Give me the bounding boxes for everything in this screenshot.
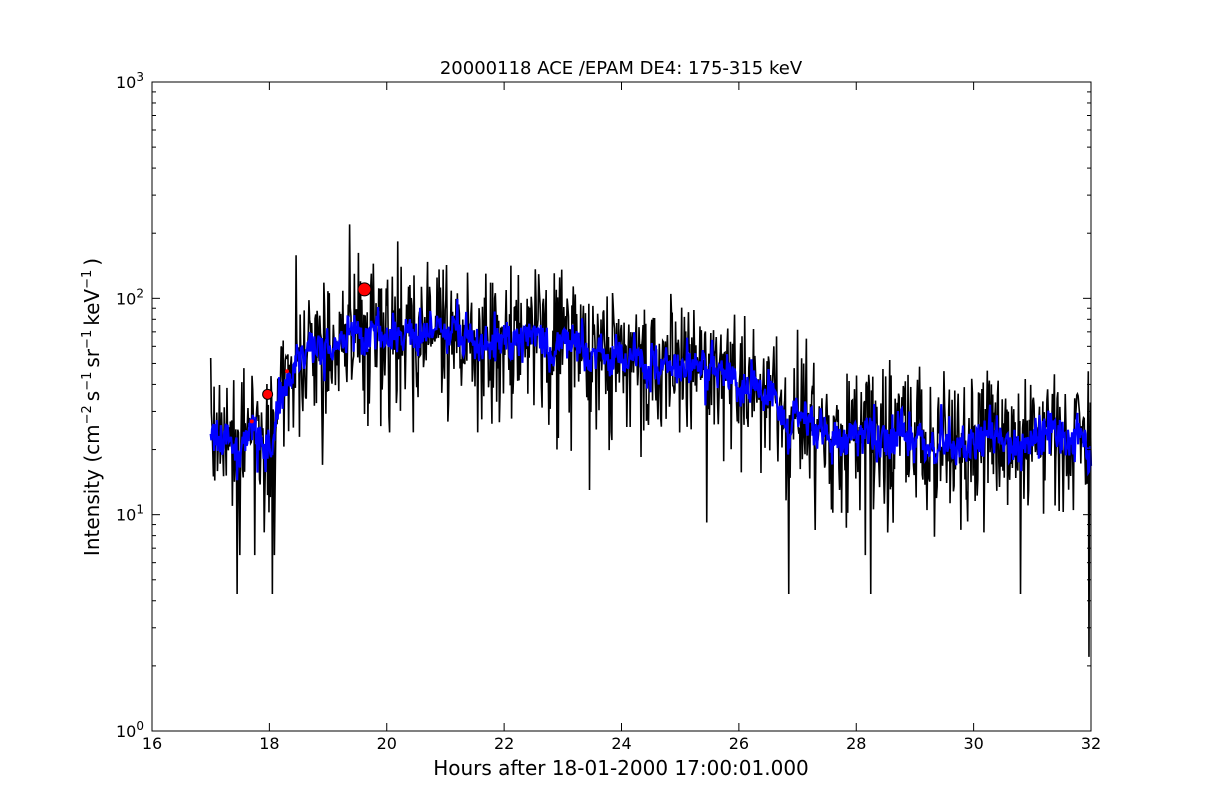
y-axis-title-s: s xyxy=(80,391,104,401)
series-layer xyxy=(209,224,1093,657)
x-tick-label: 28 xyxy=(846,734,866,753)
y-axis-title-exp1: −2 xyxy=(80,405,95,424)
y-tick-exp: 2 xyxy=(136,286,144,300)
x-tick-label: 32 xyxy=(1081,734,1101,753)
x-axis-title: Hours after 18-01-2000 17:00:01.000 xyxy=(433,756,809,780)
y-tick-label: 102 xyxy=(116,286,144,308)
y-tick-label: 101 xyxy=(116,503,144,525)
y-tick-base: 10 xyxy=(116,506,136,525)
peak-marker-4 xyxy=(249,419,254,424)
chart-title: 20000118 ACE /EPAM DE4: 175-315 keV xyxy=(440,58,803,79)
plot-background xyxy=(152,82,1091,731)
y-axis-title-prefix: Intensity (cm xyxy=(80,424,104,556)
x-tick-label: 22 xyxy=(494,734,514,753)
x-tick-labels: 16 18 20 22 24 26 28 30 32 xyxy=(142,734,1101,753)
x-tick-label: 20 xyxy=(377,734,397,753)
x-tick-label: 30 xyxy=(963,734,983,753)
x-tick-label: 24 xyxy=(611,734,631,753)
marker-layer xyxy=(249,282,372,424)
peak-marker-3 xyxy=(284,369,289,374)
y-tick-base: 10 xyxy=(116,73,136,92)
y-tick-exp: 1 xyxy=(136,503,144,517)
y-tick-exp: 3 xyxy=(136,70,144,84)
series-smoothed-line xyxy=(209,298,1093,481)
peak-marker-1 xyxy=(357,282,372,297)
tick-layer xyxy=(151,81,1092,732)
y-axis-title: Intensity (cm−2s−1sr−1keV−1) xyxy=(80,258,104,556)
y-axis-title-exp2: −1 xyxy=(80,372,95,391)
plot-area xyxy=(151,81,1093,732)
y-axis-title-kev: keV xyxy=(80,289,104,326)
y-axis-title-exp3: −1 xyxy=(80,330,95,349)
y-axis-title-sr: sr xyxy=(80,348,104,367)
y-tick-exp: 0 xyxy=(136,719,144,733)
y-axis-title-suffix: ) xyxy=(80,258,104,266)
y-tick-base: 10 xyxy=(116,289,136,308)
y-tick-base: 10 xyxy=(116,722,136,741)
x-tick-label: 18 xyxy=(259,734,279,753)
y-tick-label: 103 xyxy=(116,70,144,92)
peak-marker-2 xyxy=(262,388,274,400)
x-tick-label: 26 xyxy=(729,734,749,753)
y-axis-title-exp4: −1 xyxy=(80,270,95,289)
x-tick-label: 16 xyxy=(142,734,162,753)
y-tick-label: 100 xyxy=(116,719,144,741)
